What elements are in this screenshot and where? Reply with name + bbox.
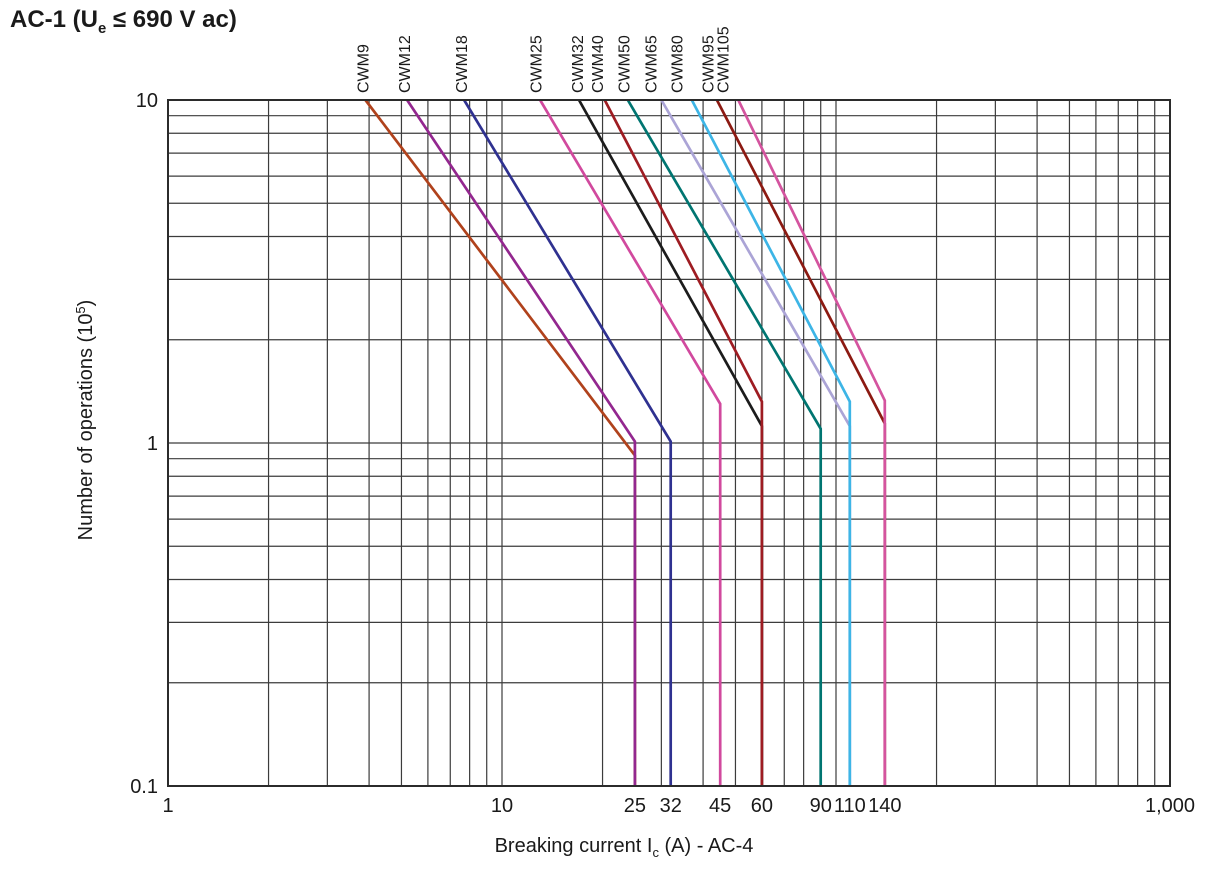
chart-title-subscript: e <box>98 20 107 37</box>
series-label-CWM32: CWM32 <box>570 35 587 93</box>
grid <box>167 99 1171 787</box>
series-label-CWM18: CWM18 <box>454 35 471 93</box>
y-axis-title: Number of operations (105) <box>73 300 97 541</box>
series-label-CWM9: CWM9 <box>356 44 373 93</box>
y-tick-labels: 10 1 0.1 <box>130 90 158 798</box>
x-current-tick-90: 90 <box>810 795 832 817</box>
series-label-CWM40: CWM40 <box>590 35 607 93</box>
x-tick-10: 10 <box>491 795 513 817</box>
chart-title-suffix: ≤ 690 V ac) <box>106 6 237 33</box>
x-current-tick-32: 32 <box>660 795 682 817</box>
curves <box>364 99 887 786</box>
x-current-tick-45: 45 <box>709 795 731 817</box>
series-label-CWM80: CWM80 <box>669 35 686 93</box>
series-CWM12 <box>405 99 637 786</box>
series-label-CWM25: CWM25 <box>529 35 546 93</box>
chart-title-prefix: AC-1 (U <box>10 6 98 33</box>
series-CWM80 <box>690 99 852 786</box>
x-current-tick-140: 140 <box>868 795 901 817</box>
series-CWM25 <box>538 99 722 786</box>
series-label-CWM50: CWM50 <box>617 35 634 93</box>
series-CWM105 <box>737 99 887 786</box>
x-tick-1,000: 1,000 <box>1145 795 1195 817</box>
series-CWM18 <box>462 99 673 786</box>
x-current-tick-25: 25 <box>624 795 646 817</box>
chart-title: AC-1 (Ue ≤ 690 V ac) <box>10 6 237 37</box>
series-CWM40 <box>603 99 764 786</box>
series-CWM50 <box>626 99 823 786</box>
y-tick-10: 10 <box>136 90 158 112</box>
x-current-tick-60: 60 <box>751 795 773 817</box>
series-label-CWM105: CWM105 <box>715 26 732 93</box>
plot-frame <box>167 99 1171 787</box>
series-label-CWM95: CWM95 <box>700 35 717 93</box>
series-label-CWM12: CWM12 <box>397 35 414 93</box>
y-tick-0.1: 0.1 <box>130 776 158 798</box>
series-labels: CWM9 CWM12 CWM18 CWM25 CWM32 CWM40 CWM50 CWM65 C… <box>356 26 733 93</box>
y-tick-1: 1 <box>147 433 158 455</box>
x-current-tick-110: 110 <box>834 795 866 817</box>
x-tick-1: 1 <box>162 795 173 817</box>
series-label-CWM65: CWM65 <box>643 35 660 93</box>
x-axis-title: Breaking current Ic (A) - AC-4 <box>495 835 754 860</box>
